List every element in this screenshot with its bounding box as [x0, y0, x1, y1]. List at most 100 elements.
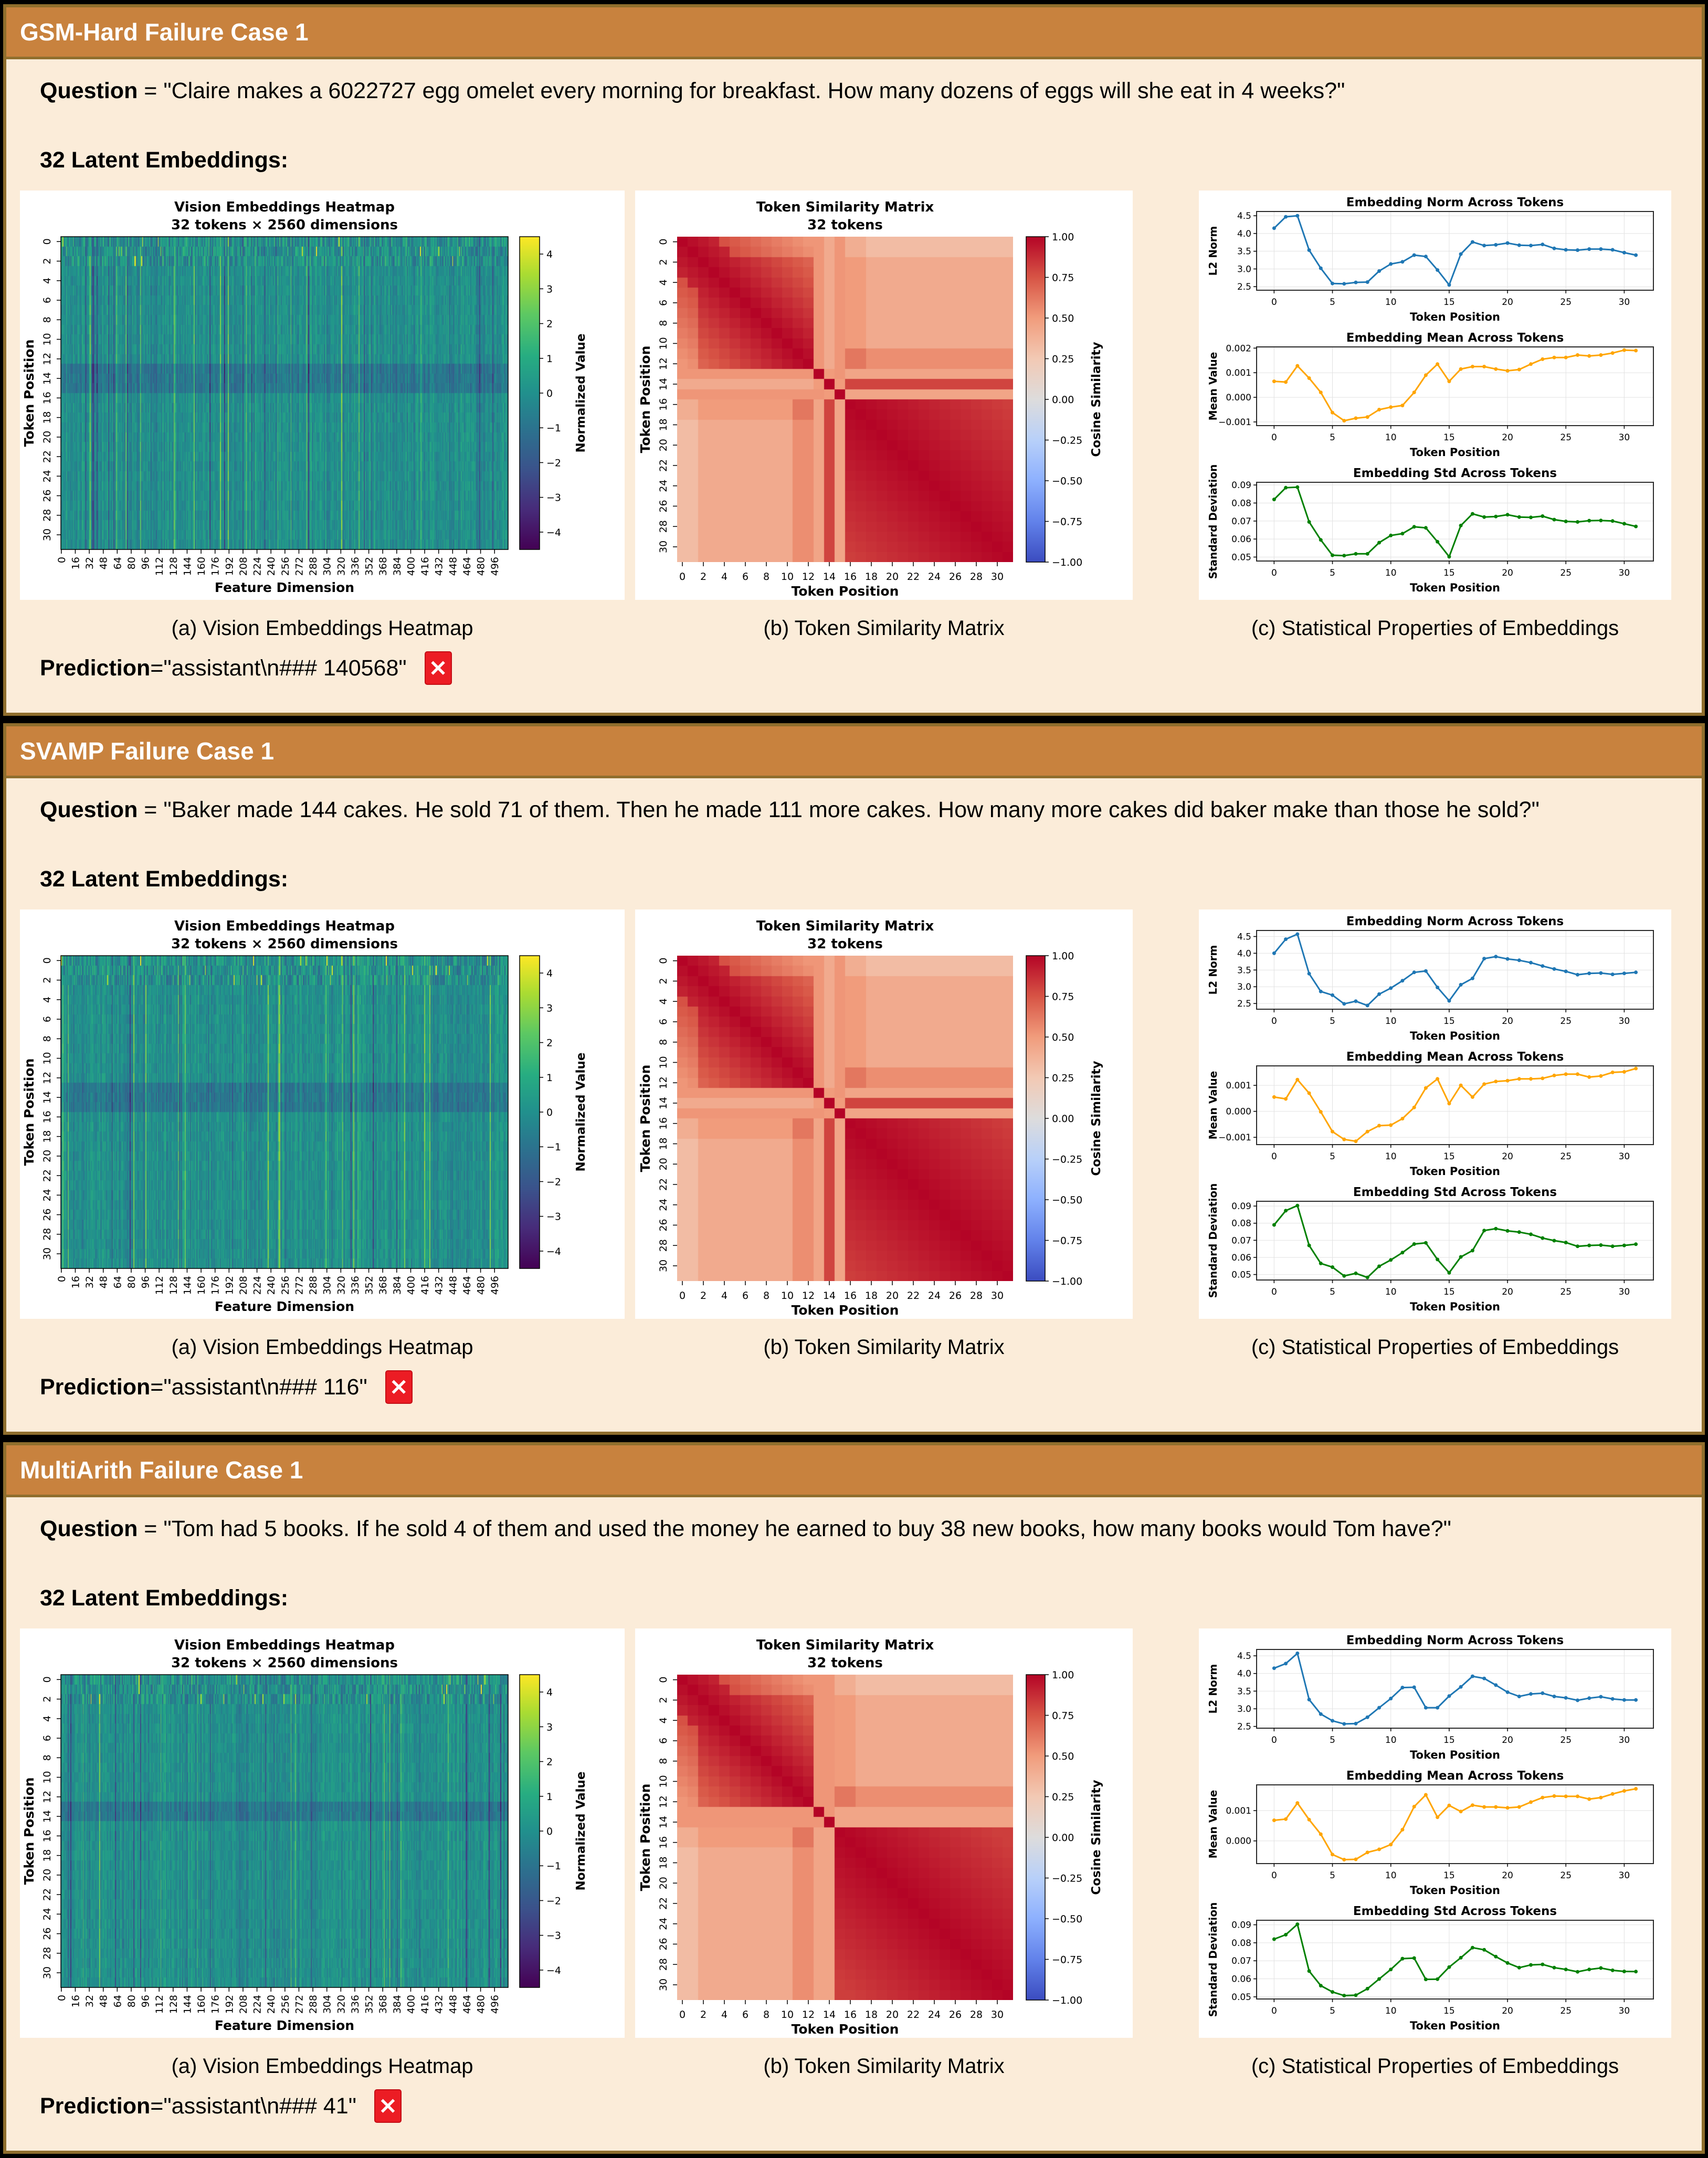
- svg-text:432: 432: [434, 1995, 445, 2014]
- svg-text:5: 5: [1330, 568, 1335, 578]
- svg-text:−4: −4: [546, 527, 561, 538]
- svg-text:4: 4: [658, 279, 669, 285]
- svg-text:18: 18: [41, 1130, 53, 1143]
- svg-text:28: 28: [41, 1947, 53, 1960]
- svg-text:0.000: 0.000: [1226, 1836, 1251, 1847]
- embedding-statistics-figure: Embedding Norm Across Tokens 2.5 3.0 3.5 4.0…: [1199, 909, 1671, 1319]
- svg-text:0: 0: [56, 557, 68, 563]
- svg-text:4.5: 4.5: [1237, 1651, 1251, 1662]
- caption-statistics: (c) Statistical Properties of Embeddings: [1251, 2055, 1619, 2078]
- question-text: "Claire makes a 6022727 egg omelet every…: [163, 78, 1345, 103]
- svg-text:32: 32: [84, 1995, 96, 2007]
- svg-text:48: 48: [98, 1995, 110, 2007]
- svg-text:10: 10: [658, 1775, 669, 1787]
- svg-text:30: 30: [1619, 432, 1630, 443]
- svg-text:14: 14: [658, 1816, 669, 1828]
- svg-text:Token Position: Token Position: [1410, 311, 1500, 323]
- svg-text:3.5: 3.5: [1237, 1686, 1251, 1697]
- svg-text:416: 416: [419, 557, 431, 576]
- svg-text:25: 25: [1560, 1151, 1572, 1162]
- svg-text:0.50: 0.50: [1052, 313, 1074, 324]
- svg-text:304: 304: [322, 557, 333, 576]
- svg-text:0: 0: [1271, 568, 1277, 578]
- question-label: Question: [40, 1516, 138, 1541]
- svg-text:2: 2: [658, 1697, 669, 1703]
- svg-text:8: 8: [41, 1035, 53, 1042]
- svg-text:20: 20: [658, 1158, 669, 1170]
- svg-text:30: 30: [1619, 1287, 1630, 1297]
- svg-text:0: 0: [658, 958, 669, 964]
- svg-text:8: 8: [658, 1758, 669, 1764]
- svg-text:384: 384: [392, 1995, 403, 2014]
- failure-case-panel-gsm-hard: GSM-Hard Failure Case 1 Question = "Clai…: [3, 4, 1705, 716]
- embedding-statistics-figure: Embedding Norm Across Tokens 2.5 3.0 3.5 4.0…: [1199, 1628, 1671, 2038]
- svg-text:320: 320: [335, 557, 347, 576]
- svg-text:Token Similarity Matrix: Token Similarity Matrix: [756, 918, 934, 934]
- svg-text:8: 8: [763, 2009, 769, 2021]
- svg-text:Normalized Value: Normalized Value: [574, 1052, 588, 1171]
- svg-text:15: 15: [1443, 432, 1455, 443]
- svg-text:0.50: 0.50: [1052, 1751, 1074, 1762]
- svg-text:2: 2: [546, 1038, 553, 1049]
- prediction-text: "assistant\n### 41": [163, 2093, 356, 2119]
- svg-text:Cosine Similarity: Cosine Similarity: [1090, 342, 1103, 457]
- svg-text:24: 24: [928, 2009, 941, 2021]
- svg-text:16: 16: [658, 1836, 669, 1849]
- svg-text:Feature Dimension: Feature Dimension: [215, 1299, 354, 1314]
- svg-text:112: 112: [154, 1995, 165, 2014]
- svg-text:368: 368: [377, 1276, 389, 1295]
- question-line: Question = "Tom had 5 books. If he sold …: [40, 1516, 1451, 1542]
- svg-text:112: 112: [154, 1276, 165, 1295]
- svg-text:3.0: 3.0: [1237, 1704, 1251, 1715]
- failure-case-panel-svamp: SVAMP Failure Case 1 Question = "Baker m…: [3, 723, 1705, 1435]
- svg-text:5: 5: [1330, 1870, 1335, 1881]
- svg-text:0.25: 0.25: [1052, 1792, 1074, 1803]
- svg-text:352: 352: [364, 1276, 375, 1295]
- svg-text:20: 20: [41, 431, 53, 443]
- incorrect-x-icon: ✕: [424, 651, 452, 685]
- svg-text:30: 30: [991, 1290, 1004, 1302]
- svg-text:128: 128: [168, 1276, 180, 1295]
- svg-text:30: 30: [991, 571, 1004, 583]
- svg-text:2: 2: [700, 571, 707, 583]
- svg-text:0.06: 0.06: [1231, 534, 1251, 545]
- svg-text:6: 6: [658, 1738, 669, 1744]
- svg-text:24: 24: [41, 1908, 53, 1920]
- svg-text:14: 14: [41, 372, 53, 385]
- svg-text:Standard Deviation: Standard Deviation: [1207, 1902, 1219, 2017]
- svg-text:0.75: 0.75: [1052, 1710, 1074, 1722]
- svg-text:208: 208: [238, 1276, 249, 1295]
- svg-text:20: 20: [886, 2009, 899, 2021]
- svg-text:0.75: 0.75: [1052, 991, 1074, 1003]
- svg-text:30: 30: [1619, 1870, 1630, 1881]
- svg-text:26: 26: [658, 1219, 669, 1231]
- svg-text:14: 14: [41, 1810, 53, 1823]
- svg-text:10: 10: [781, 571, 794, 583]
- svg-text:20: 20: [658, 439, 669, 451]
- svg-text:−0.50: −0.50: [1052, 1194, 1082, 1206]
- svg-text:16: 16: [844, 2009, 857, 2021]
- svg-text:8: 8: [658, 320, 669, 326]
- svg-text:Token Similarity Matrix: Token Similarity Matrix: [756, 1637, 934, 1653]
- svg-text:30: 30: [1619, 2006, 1630, 2016]
- svg-text:320: 320: [335, 1276, 347, 1295]
- svg-text:240: 240: [266, 557, 277, 576]
- svg-text:−4: −4: [546, 1965, 561, 1976]
- svg-text:25: 25: [1560, 1016, 1572, 1027]
- svg-text:0.75: 0.75: [1052, 272, 1074, 284]
- svg-text:192: 192: [224, 557, 235, 576]
- svg-text:2.5: 2.5: [1237, 282, 1251, 292]
- svg-text:−1: −1: [546, 1860, 561, 1872]
- vision-embeddings-heatmap-figure: Vision Embeddings Heatmap 32 tokens × 256…: [20, 191, 625, 600]
- svg-text:6: 6: [41, 1016, 53, 1022]
- svg-text:4: 4: [721, 1290, 728, 1302]
- token-similarity-matrix-figure: Token Similarity Matrix 32 tokens 0 0 2 2 4 4 6 6…: [635, 191, 1133, 600]
- prediction-line: Prediction = "assistant\n### 140568" ✕: [40, 651, 452, 685]
- svg-text:0.06: 0.06: [1231, 1253, 1251, 1263]
- svg-text:18: 18: [658, 418, 669, 431]
- svg-text:240: 240: [266, 1276, 277, 1295]
- prediction-label: Prediction: [40, 2093, 151, 2119]
- svg-text:Token Position: Token Position: [638, 346, 653, 453]
- svg-text:224: 224: [252, 557, 263, 576]
- svg-text:24: 24: [928, 1290, 941, 1302]
